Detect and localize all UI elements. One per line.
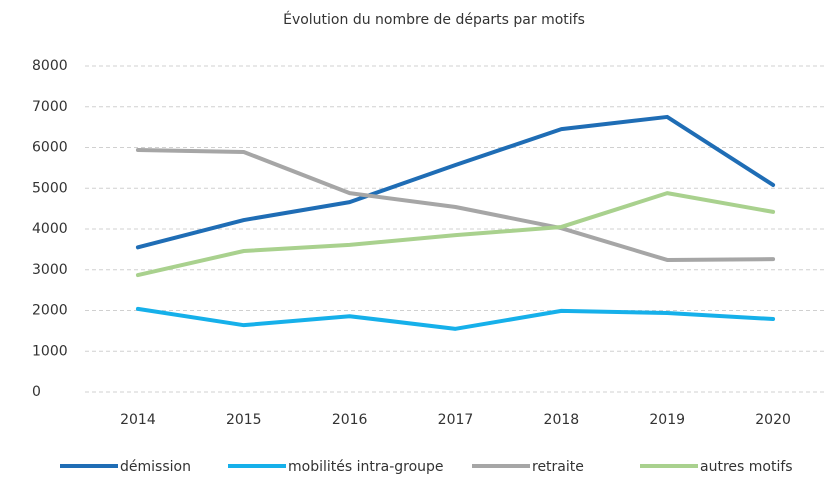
chart-title: Évolution du nombre de départs par motif… bbox=[283, 11, 585, 28]
y-tick-label: 4000 bbox=[32, 221, 68, 237]
legend-label: autres motifs bbox=[700, 459, 793, 475]
y-tick-label: 0 bbox=[32, 384, 41, 400]
y-tick-label: 8000 bbox=[32, 58, 68, 74]
y-tick-label: 6000 bbox=[32, 140, 68, 156]
y-tick-label: 2000 bbox=[32, 303, 68, 319]
legend-label: retraite bbox=[532, 459, 584, 475]
x-tick-label: 2018 bbox=[544, 412, 580, 428]
y-tick-label: 3000 bbox=[32, 262, 68, 278]
series-line bbox=[135, 114, 776, 250]
x-tick-label: 2014 bbox=[120, 412, 156, 428]
x-tick-label: 2016 bbox=[332, 412, 368, 428]
series-line bbox=[135, 191, 776, 278]
x-tick-label: 2017 bbox=[438, 412, 474, 428]
series-line bbox=[135, 306, 776, 331]
x-tick-label: 2019 bbox=[649, 412, 685, 428]
legend-label: mobilités intra-groupe bbox=[288, 459, 444, 475]
x-tick-label: 2020 bbox=[755, 412, 791, 428]
y-tick-label: 1000 bbox=[32, 343, 68, 359]
y-tick-label: 7000 bbox=[32, 99, 68, 115]
x-tick-label: 2015 bbox=[226, 412, 262, 428]
series-line bbox=[135, 147, 776, 262]
y-tick-label: 5000 bbox=[32, 180, 68, 196]
legend-label: démission bbox=[120, 459, 191, 475]
